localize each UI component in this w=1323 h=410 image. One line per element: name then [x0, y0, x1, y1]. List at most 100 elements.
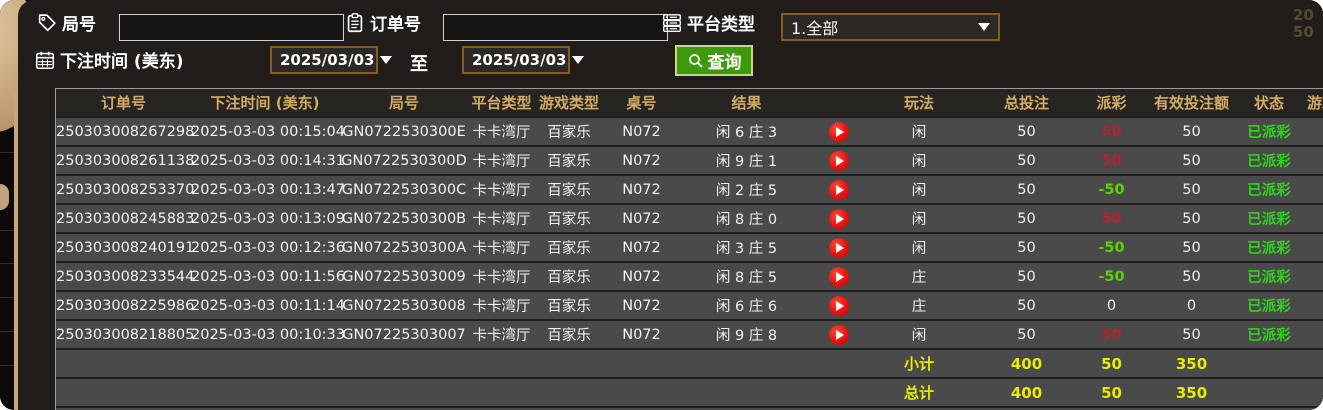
cell-status: 已派彩	[1247, 241, 1291, 257]
chevron-down-icon	[978, 23, 990, 31]
cell-platform: 卡卡湾厅	[472, 154, 531, 170]
cell-order-no: 250303008240191	[56, 239, 195, 256]
cell-play-type: 庄	[911, 270, 927, 286]
cell-game-type: 百家乐	[547, 328, 591, 344]
cell-status: 已派彩	[1247, 154, 1291, 170]
cell-game-type: 百家乐	[547, 125, 591, 141]
cell-play-type: 闲	[911, 125, 927, 141]
col-header-order[interactable]: 订单号	[100, 94, 146, 112]
cell-total-bet: 50	[1017, 239, 1036, 256]
cell-game-no: GN0722530300D	[341, 152, 467, 169]
cell-table-no: N072	[622, 268, 661, 285]
grand-total-total-bet: 400	[1010, 383, 1043, 402]
col-header-platform[interactable]: 平台类型	[471, 94, 532, 112]
cell-result: 闲 9 庄 8	[715, 328, 778, 344]
cell-play-type: 闲	[911, 328, 927, 344]
table-row[interactable]: 250303008240191 2025-03-03 00:12:36 GN07…	[56, 234, 1323, 261]
video-play-button[interactable]	[829, 179, 849, 200]
bet-records-table: 订单号 下注时间 (美东) 局号 平台类型 游戏类型 桌号 结果 玩法 总投注 …	[55, 88, 1323, 410]
cell-play-type: 闲	[911, 212, 927, 228]
col-header-game-extra[interactable]: 游戏	[1307, 94, 1323, 112]
video-play-button[interactable]	[829, 266, 849, 287]
cell-bet-time: 2025-03-03 00:13:09	[191, 210, 345, 227]
cell-status: 已派彩	[1247, 212, 1291, 228]
order-no-input[interactable]	[443, 14, 668, 41]
cell-table-no: N072	[622, 123, 661, 140]
cell-order-no: 250303008261138	[56, 152, 195, 169]
col-header-play[interactable]: 玩法	[903, 94, 934, 112]
col-header-game-type[interactable]: 游戏类型	[538, 94, 599, 112]
cell-bet-time: 2025-03-03 00:12:36	[191, 239, 345, 256]
play-icon	[836, 329, 844, 340]
col-header-valid-bet[interactable]: 有效投注额	[1153, 94, 1229, 112]
query-button[interactable]: 查询	[675, 45, 753, 76]
table-row[interactable]: 250303008267298 2025-03-03 00:15:04 GN07…	[56, 118, 1323, 145]
cell-game-type: 百家乐	[547, 212, 591, 228]
play-icon	[836, 155, 844, 166]
video-play-button[interactable]	[829, 295, 849, 316]
query-button-label: 查询	[707, 53, 742, 73]
cell-game-type: 百家乐	[547, 241, 591, 257]
bet-time-label: 下注时间 (美东)	[60, 52, 184, 72]
ghost-number: 50	[1293, 23, 1314, 41]
cell-result: 闲 8 庄 0	[715, 212, 778, 228]
cell-table-no: N072	[622, 326, 661, 343]
col-header-game-no[interactable]: 局号	[388, 94, 419, 112]
date-to-picker[interactable]: 2025/03/03	[462, 46, 585, 74]
video-play-button[interactable]	[829, 208, 849, 229]
game-no-label: 局号	[62, 15, 96, 35]
chevron-down-icon	[572, 56, 585, 64]
platform-select[interactable]: 1.全部	[781, 13, 1000, 41]
cell-total-bet: 50	[1017, 181, 1036, 198]
ghost-number: 20	[1293, 6, 1314, 24]
cell-game-no: GN0722530300E	[342, 123, 466, 140]
table-row[interactable]: 250303008218805 2025-03-03 00:10:33 GN07…	[56, 321, 1323, 348]
cell-platform: 卡卡湾厅	[472, 183, 531, 199]
cell-valid-bet: 50	[1182, 181, 1201, 198]
subtotal-valid-bet: 350	[1175, 354, 1208, 373]
cell-bet-time: 2025-03-03 00:13:47	[191, 181, 345, 198]
col-header-status[interactable]: 状态	[1253, 94, 1284, 112]
platform-selected-value: 1.全部	[791, 19, 839, 38]
col-header-time[interactable]: 下注时间 (美东)	[210, 94, 320, 112]
cell-play-type: 闲	[911, 183, 927, 199]
col-header-table-no[interactable]: 桌号	[626, 94, 657, 112]
video-play-button[interactable]	[829, 237, 849, 258]
cell-status: 已派彩	[1247, 183, 1291, 199]
cell-result: 闲 2 庄 5	[715, 183, 778, 199]
subtotal-label: 小计	[903, 355, 934, 373]
grand-total-label: 总计	[903, 384, 934, 402]
table-row[interactable]: 250303008261138 2025-03-03 00:14:31 GN07…	[56, 147, 1323, 174]
tag-icon	[36, 12, 58, 34]
date-from-picker[interactable]: 2025/03/03	[270, 46, 393, 74]
cell-game-type: 百家乐	[547, 154, 591, 170]
col-header-result[interactable]: 结果	[731, 94, 762, 112]
video-play-button[interactable]	[829, 121, 849, 142]
cell-total-bet: 50	[1017, 152, 1036, 169]
play-icon	[836, 126, 844, 137]
cell-game-no: GN07225303007	[342, 326, 466, 343]
video-play-button[interactable]	[829, 324, 849, 345]
play-icon	[836, 184, 844, 195]
col-header-payout[interactable]: 派彩	[1096, 94, 1127, 112]
cell-payout: 0	[1106, 297, 1117, 314]
video-play-button[interactable]	[829, 150, 849, 171]
calendar-icon	[34, 49, 56, 71]
cell-bet-time: 2025-03-03 00:11:14	[191, 297, 345, 314]
partial-row	[56, 408, 1323, 410]
cell-status: 已派彩	[1247, 270, 1291, 286]
table-row[interactable]: 250303008245883 2025-03-03 00:13:09 GN07…	[56, 205, 1323, 232]
cell-game-type: 百家乐	[547, 299, 591, 315]
cell-bet-time: 2025-03-03 00:14:31	[191, 152, 345, 169]
table-row[interactable]: 250303008225986 2025-03-03 00:11:14 GN07…	[56, 292, 1323, 319]
table-body: 250303008267298 2025-03-03 00:15:04 GN07…	[56, 118, 1323, 348]
cell-valid-bet: 50	[1182, 326, 1201, 343]
table-header-row: 订单号 下注时间 (美东) 局号 平台类型 游戏类型 桌号 结果 玩法 总投注 …	[56, 89, 1323, 116]
table-row[interactable]: 250303008253370 2025-03-03 00:13:47 GN07…	[56, 176, 1323, 203]
col-header-total-bet[interactable]: 总投注	[1003, 94, 1049, 112]
table-row[interactable]: 250303008233544 2025-03-03 00:11:56 GN07…	[56, 263, 1323, 290]
game-no-input[interactable]	[119, 14, 344, 41]
game-no-filter: 局号	[36, 10, 96, 35]
cell-valid-bet: 50	[1182, 268, 1201, 285]
cell-table-no: N072	[622, 181, 661, 198]
